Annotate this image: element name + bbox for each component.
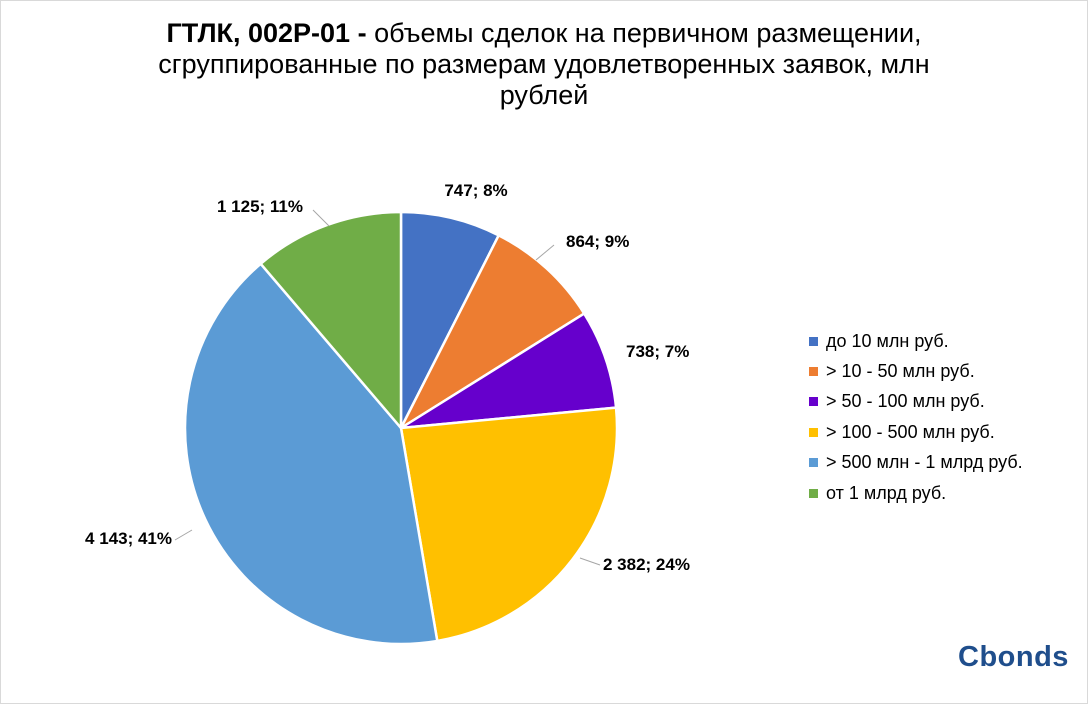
legend-swatch <box>809 397 818 407</box>
legend-swatch <box>809 458 818 468</box>
data-label-4: 2 382; 24% <box>603 555 690 574</box>
leader-line-5 <box>174 529 193 541</box>
title-line3: рублей <box>499 80 589 110</box>
title-line2: сгруппированные по размерам удовлетворен… <box>158 49 930 79</box>
pie-slice-2 <box>399 234 586 430</box>
legend-label: > 500 млн - 1 млрд руб. <box>826 452 1023 473</box>
legend-item-5: > 500 млн - 1 млрд руб. <box>809 448 1023 478</box>
legend-label: > 100 - 500 млн руб. <box>826 421 995 442</box>
data-label-2: 864; 9% <box>566 232 629 251</box>
legend-item-6: от 1 млрд руб. <box>809 478 1023 508</box>
legend-label: > 50 - 100 млн руб. <box>826 391 985 412</box>
legend-swatch <box>809 427 818 437</box>
legend-swatch <box>809 367 818 377</box>
pie-slice-6 <box>259 210 403 430</box>
pie-slice-4 <box>399 406 619 643</box>
legend-swatch <box>809 488 818 498</box>
legend-label: до 10 млн руб. <box>826 330 949 351</box>
leader-line-4 <box>579 557 601 566</box>
leader-line-2 <box>535 244 555 261</box>
leader-line-6 <box>312 209 330 227</box>
title-line1: объемы сделок на первичном размещении, <box>374 18 922 48</box>
legend-item-2: > 10 - 50 млн руб. <box>809 356 1023 386</box>
data-label-1: 747; 8% <box>444 181 507 200</box>
legend-item-1: до 10 млн руб. <box>809 326 1023 356</box>
chart-title: ГТЛК, 002Р-01 - объемы сделок на первичн… <box>0 18 1088 111</box>
data-label-5: 4 143; 41% <box>85 529 172 548</box>
title-bold: ГТЛК, 002Р-01 - <box>166 18 375 48</box>
data-label-3: 738; 7% <box>626 342 689 361</box>
pie-slice-5 <box>183 262 439 646</box>
pie-slice-1 <box>399 210 500 430</box>
pie-slice-3 <box>399 312 618 430</box>
data-label-6: 1 125; 11% <box>217 197 303 216</box>
legend-label: > 10 - 50 млн руб. <box>826 361 975 382</box>
legend: до 10 млн руб. > 10 - 50 млн руб. > 50 - 1… <box>809 326 1023 508</box>
legend-label: от 1 млрд руб. <box>826 482 947 503</box>
cbonds-logo: Cbonds <box>958 641 1069 673</box>
legend-item-4: > 100 - 500 млн руб. <box>809 417 1023 447</box>
legend-item-3: > 50 - 100 млн руб. <box>809 387 1023 417</box>
legend-swatch <box>809 336 818 346</box>
